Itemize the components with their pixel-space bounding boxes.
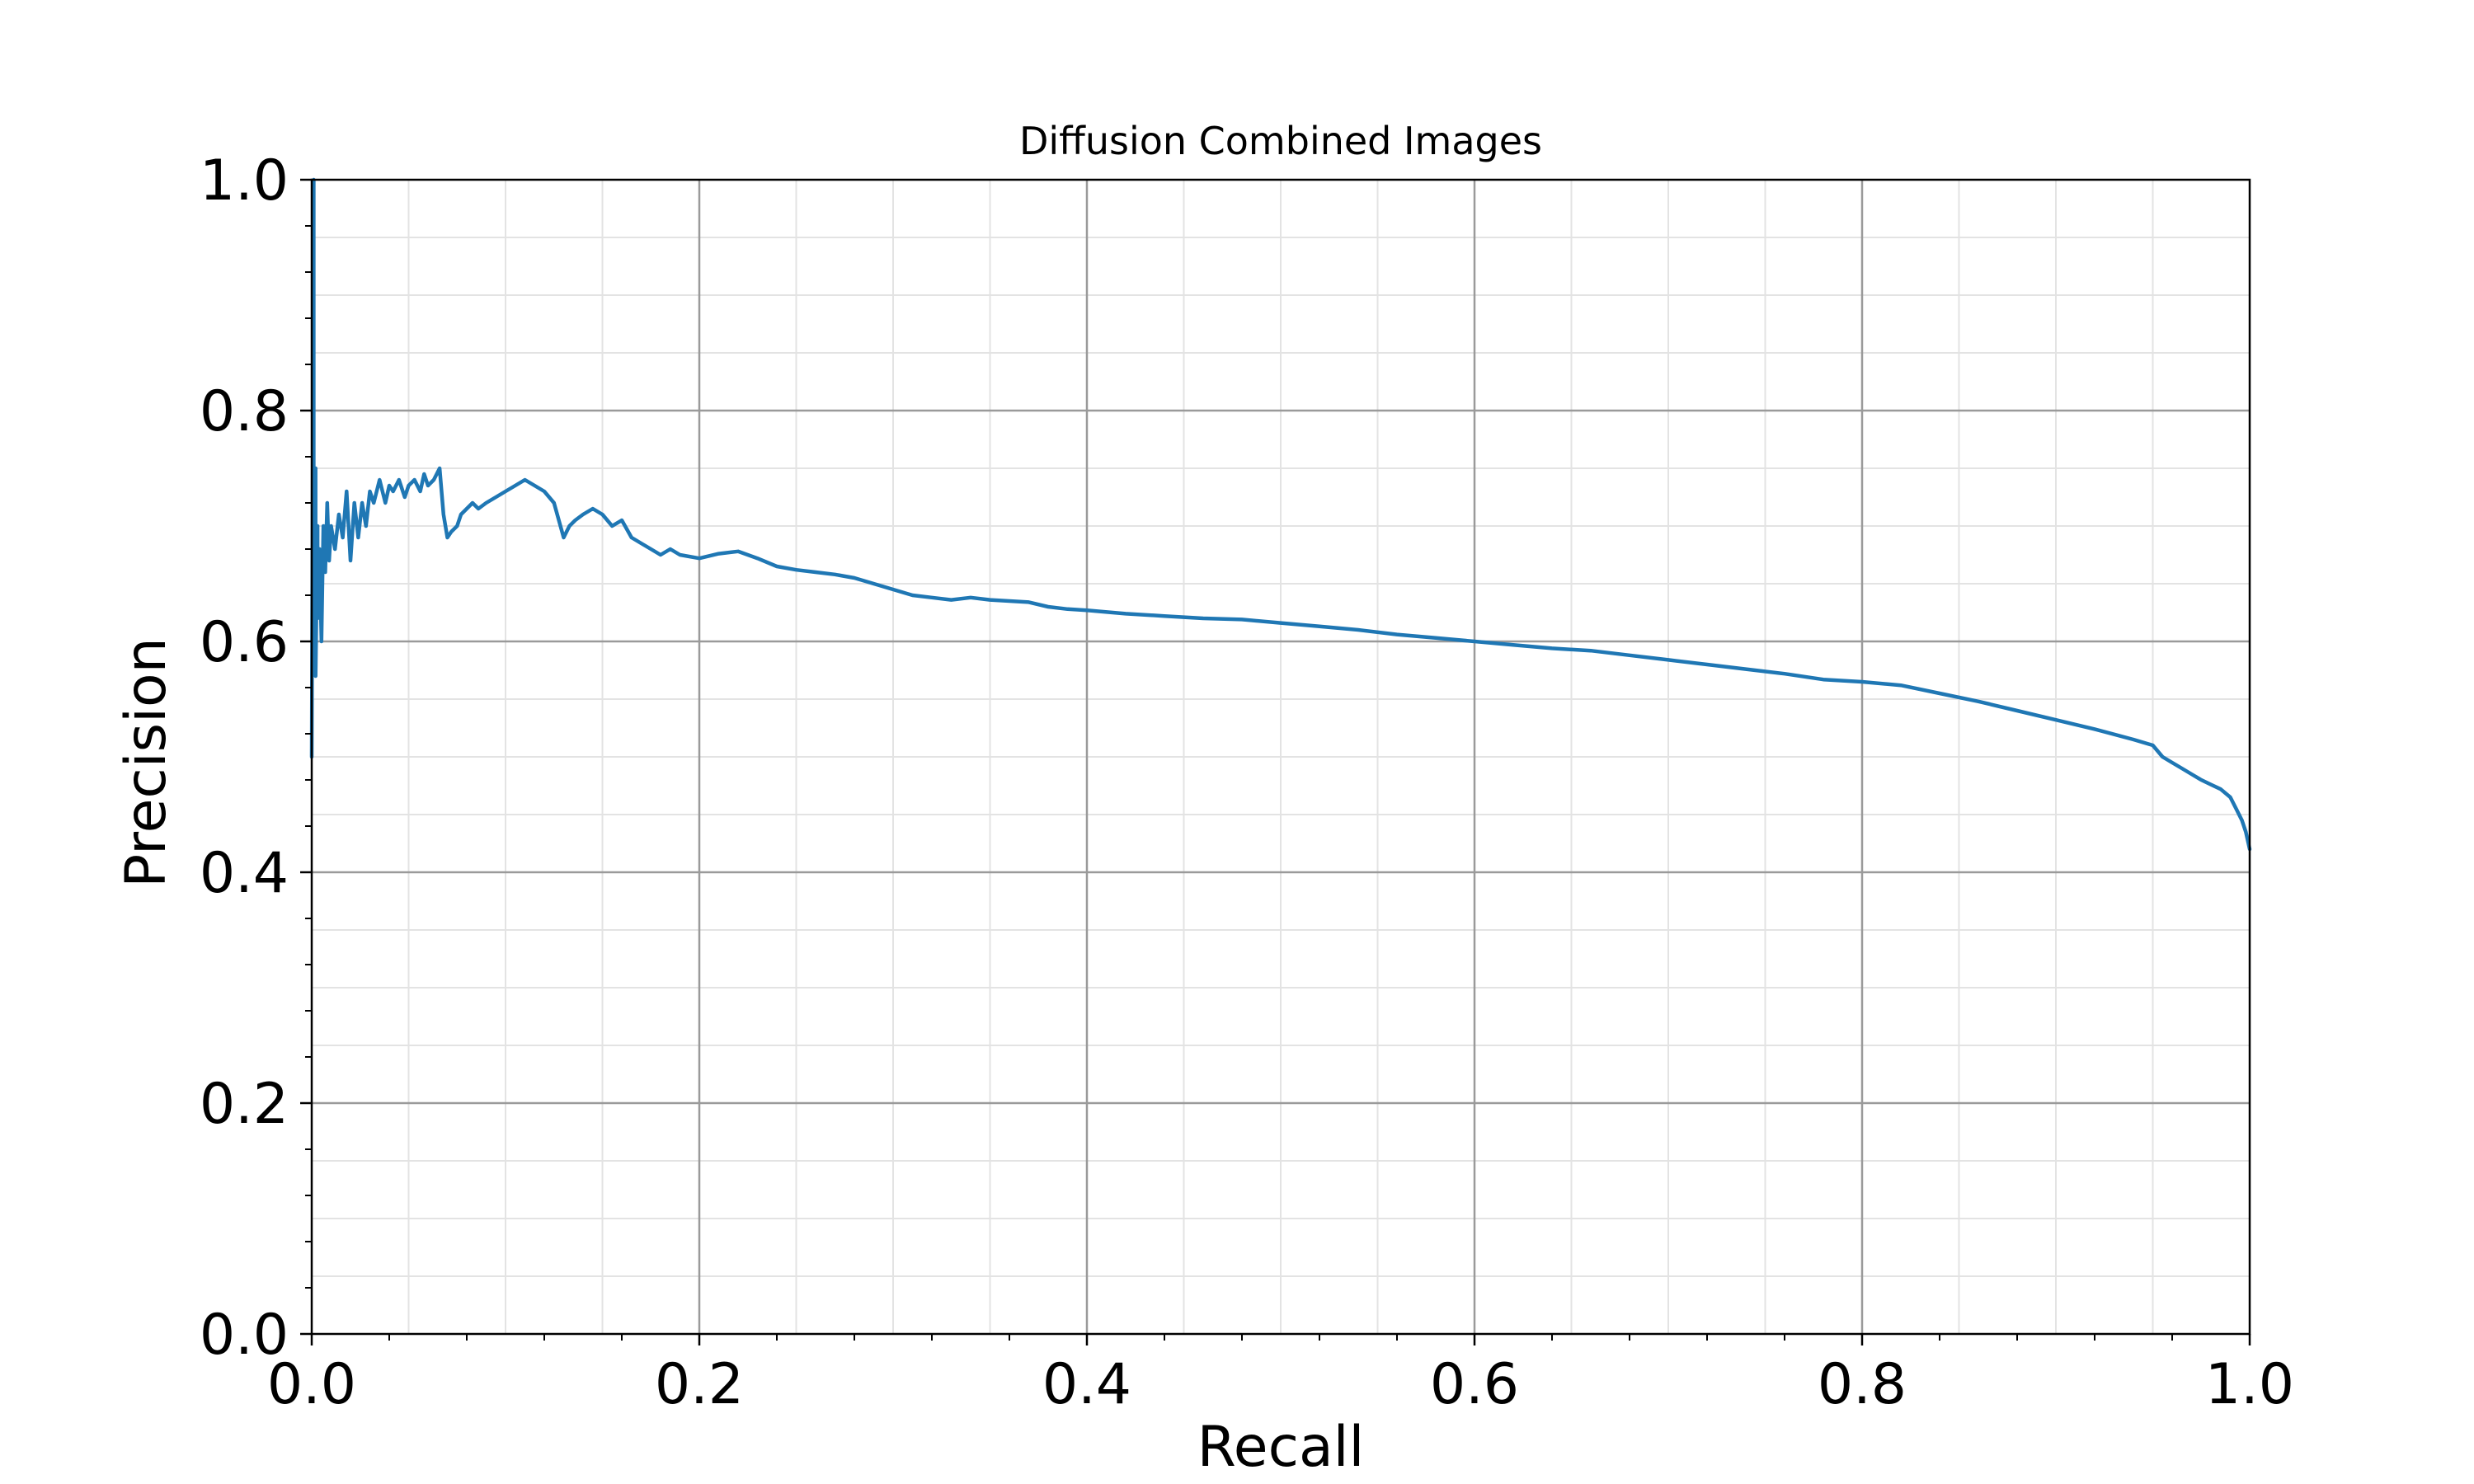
y-tick-label: 0.8 xyxy=(200,379,289,444)
x-axis-label: Recall xyxy=(1197,1415,1365,1480)
x-tick-label: 1.0 xyxy=(2205,1352,2294,1417)
x-tick-label: 0.8 xyxy=(1818,1352,1907,1417)
y-tick-label: 0.2 xyxy=(200,1072,289,1137)
x-tick-label: 0.6 xyxy=(1430,1352,1519,1417)
plot-frame xyxy=(310,178,2251,1336)
y-tick-label: 0.0 xyxy=(200,1303,289,1368)
y-axis-label: Precision xyxy=(114,637,179,887)
tick-labels: 0.0 0.2 0.4 0.6 0.8 1.0 0.0 0.2 0.4 0.6 0.8 1.0 xyxy=(200,148,2294,1417)
series-layer xyxy=(309,177,2252,852)
ticks xyxy=(300,178,2251,1345)
major-grid xyxy=(312,180,2250,1334)
y-tick-label: 0.4 xyxy=(200,841,289,906)
y-tick-label: 1.0 xyxy=(200,148,289,214)
x-tick-label: 0.0 xyxy=(267,1352,356,1417)
minor-grid xyxy=(312,180,2250,1334)
chart-title: Diffusion Combined Images xyxy=(1019,119,1542,163)
y-tick-label: 0.6 xyxy=(200,610,289,675)
x-tick-label: 0.4 xyxy=(1042,1352,1131,1417)
x-tick-label: 0.2 xyxy=(655,1352,744,1417)
series-line-0 xyxy=(309,177,2252,852)
